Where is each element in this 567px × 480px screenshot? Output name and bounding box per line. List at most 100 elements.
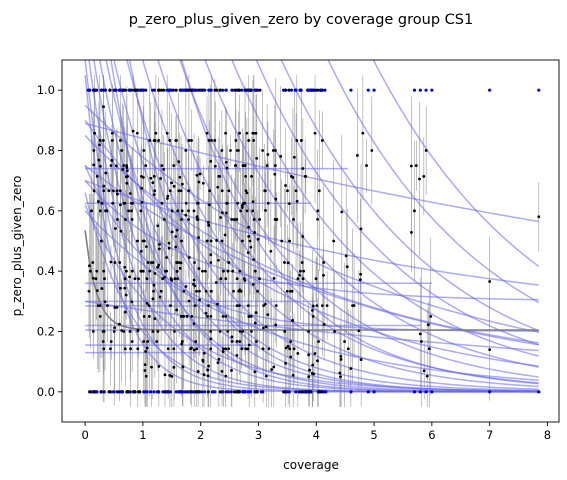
data-point-312 bbox=[201, 360, 205, 363]
extreme-point-123 bbox=[282, 390, 286, 394]
data-point-58 bbox=[119, 229, 123, 233]
data-point-133 bbox=[187, 256, 191, 259]
data-point-79 bbox=[92, 163, 96, 167]
data-point-10 bbox=[110, 159, 114, 162]
data-point-85 bbox=[111, 139, 114, 142]
data-point-522 bbox=[339, 375, 342, 379]
data-point-489 bbox=[311, 363, 315, 367]
data-point-91 bbox=[101, 340, 105, 343]
extreme-point-73 bbox=[189, 390, 193, 394]
data-point-336 bbox=[206, 368, 210, 372]
data-point-45 bbox=[100, 287, 104, 290]
data-point-447 bbox=[313, 352, 317, 355]
data-point-177 bbox=[157, 365, 161, 368]
data-point-206 bbox=[198, 289, 201, 293]
data-point-491 bbox=[283, 261, 286, 264]
data-point-454 bbox=[269, 249, 273, 253]
extreme-point-120 bbox=[287, 390, 291, 394]
data-point-547 bbox=[409, 164, 413, 168]
x-tick-label-4: 4 bbox=[313, 428, 320, 442]
data-point-166 bbox=[172, 184, 176, 188]
extreme-point-38 bbox=[133, 390, 137, 394]
data-point-120 bbox=[187, 299, 191, 303]
data-point-474 bbox=[308, 368, 311, 372]
data-point-59 bbox=[136, 328, 140, 332]
data-point-373 bbox=[243, 201, 247, 205]
data-point-86 bbox=[121, 168, 124, 171]
data-point-465 bbox=[258, 277, 261, 281]
data-point-80 bbox=[140, 186, 144, 190]
data-point-374 bbox=[235, 304, 239, 308]
data-point-288 bbox=[203, 269, 207, 273]
data-point-529 bbox=[344, 254, 348, 258]
data-point-409 bbox=[207, 203, 211, 207]
data-point-505 bbox=[304, 174, 308, 178]
data-point-263 bbox=[146, 340, 150, 343]
data-point-241 bbox=[165, 256, 168, 259]
data-point-417 bbox=[224, 347, 228, 351]
data-point-94 bbox=[123, 347, 127, 351]
data-point-176 bbox=[173, 330, 176, 333]
data-point-273 bbox=[216, 185, 220, 189]
extreme-point-29 bbox=[120, 390, 124, 394]
extreme-point-220 bbox=[174, 88, 178, 92]
data-point-53 bbox=[88, 269, 92, 273]
data-point-72 bbox=[129, 347, 132, 351]
data-points bbox=[87, 105, 541, 379]
data-point-143 bbox=[157, 139, 160, 142]
data-point-503 bbox=[307, 330, 310, 333]
data-point-371 bbox=[214, 281, 218, 284]
data-point-486 bbox=[267, 347, 271, 351]
data-point-270 bbox=[216, 302, 219, 306]
data-point-4 bbox=[98, 143, 101, 147]
data-point-508 bbox=[286, 189, 289, 193]
extreme-point-203 bbox=[141, 88, 145, 92]
data-point-366 bbox=[220, 211, 224, 214]
data-point-251 bbox=[160, 164, 164, 167]
extreme-point-242 bbox=[200, 88, 205, 92]
data-point-316 bbox=[238, 269, 242, 273]
data-point-208 bbox=[152, 193, 156, 197]
extreme-point-96 bbox=[232, 390, 236, 394]
data-point-399 bbox=[249, 315, 253, 318]
extreme-point-309 bbox=[349, 88, 353, 92]
extreme-point-293 bbox=[306, 88, 310, 92]
data-point-502 bbox=[272, 365, 276, 369]
data-point-335 bbox=[238, 131, 241, 135]
data-point-392 bbox=[225, 166, 229, 170]
extreme-point-57 bbox=[174, 390, 178, 394]
extreme-point-255 bbox=[233, 88, 237, 92]
data-point-295 bbox=[238, 330, 242, 333]
data-point-62 bbox=[98, 164, 102, 168]
data-point-324 bbox=[247, 315, 251, 318]
data-point-321 bbox=[247, 343, 251, 347]
extreme-point-118 bbox=[254, 390, 258, 394]
data-point-198 bbox=[180, 340, 184, 343]
data-point-119 bbox=[110, 131, 114, 135]
data-point-542 bbox=[413, 209, 416, 213]
data-point-202 bbox=[165, 197, 169, 200]
data-point-443 bbox=[262, 304, 265, 308]
data-point-51 bbox=[119, 139, 122, 142]
data-point-235 bbox=[195, 218, 199, 221]
data-point-233 bbox=[144, 350, 147, 353]
data-point-460 bbox=[295, 199, 299, 203]
data-point-520 bbox=[346, 347, 350, 351]
data-point-225 bbox=[197, 267, 201, 270]
data-point-448 bbox=[302, 269, 306, 273]
data-point-96 bbox=[98, 304, 102, 308]
extreme-point-311 bbox=[372, 88, 376, 92]
data-point-285 bbox=[246, 347, 250, 351]
data-point-545 bbox=[418, 177, 421, 181]
data-point-445 bbox=[292, 347, 296, 351]
data-point-466 bbox=[261, 326, 265, 330]
data-point-490 bbox=[307, 375, 311, 379]
extreme-point-129 bbox=[294, 390, 298, 394]
extreme-point-128 bbox=[299, 390, 303, 394]
data-point-345 bbox=[247, 235, 251, 238]
data-point-156 bbox=[149, 176, 153, 180]
data-point-488 bbox=[266, 201, 270, 205]
data-point-434 bbox=[314, 277, 318, 281]
data-point-511 bbox=[370, 149, 374, 152]
data-point-518 bbox=[338, 371, 342, 375]
